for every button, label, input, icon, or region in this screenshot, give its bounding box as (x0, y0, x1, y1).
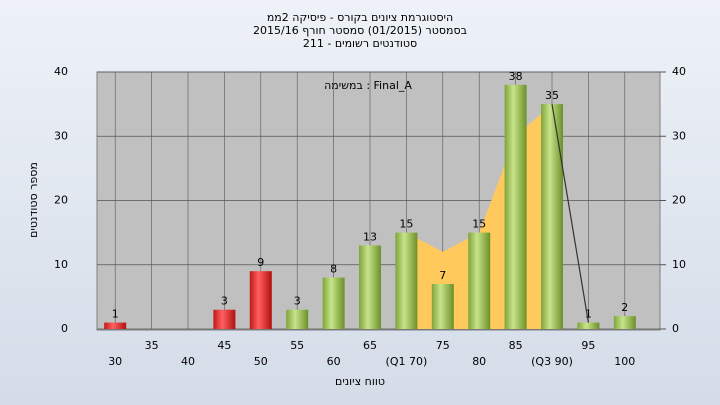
x-tick-label: 40 (181, 355, 195, 368)
data-label: 9 (257, 256, 264, 269)
y2-tick-label: 20 (672, 194, 686, 207)
x-tick-label: 65 (363, 339, 377, 352)
data-label: 38 (509, 70, 523, 83)
y2-tick-label: 0 (672, 322, 679, 335)
x-tick-label: 50 (254, 355, 268, 368)
y-tick-label: 40 (54, 65, 68, 78)
bar (468, 232, 491, 329)
data-label: 8 (330, 263, 337, 276)
y2-tick-label: 10 (672, 258, 686, 271)
chart-subtitle: בסמסטר (01/2015) סמסטר חורף 2015/16 (253, 24, 467, 37)
x-tick-label: 45 (217, 339, 231, 352)
chart-title: היסטוגרמת ציונים בקורס - פיסיקה 2ממ (267, 11, 453, 24)
y-tick-label: 10 (54, 258, 68, 271)
data-label: 35 (545, 89, 559, 102)
x-tick-label: 60 (327, 355, 341, 368)
bar (504, 84, 527, 329)
bar (104, 322, 127, 329)
bar (613, 316, 636, 329)
x-tick-label: (Q3 90) (531, 355, 573, 368)
bar (541, 104, 563, 329)
x-tick-label: 100 (614, 355, 635, 368)
bar (395, 232, 418, 329)
bar (213, 309, 236, 329)
x-tick-label: 35 (145, 339, 159, 352)
annotation: במשימה : Final_A (324, 79, 412, 92)
x-tick-label: 75 (436, 339, 450, 352)
y-tick-label: 30 (54, 129, 68, 142)
bar (286, 309, 309, 329)
bar (359, 245, 381, 329)
data-label: 13 (363, 230, 377, 243)
x-tick-label: 80 (472, 355, 486, 368)
data-label: 7 (439, 269, 446, 282)
data-label: 3 (221, 295, 228, 308)
y-tick-label: 20 (54, 194, 68, 207)
plot-layer: 0 10 20 30 40 0 10 20 30 40 30 1 35 40 45 3 50 9 55 3 60 8 65 1… (54, 65, 686, 368)
x-tick-label: (Q1 70) (386, 355, 428, 368)
bar (577, 322, 600, 329)
line (551, 104, 589, 323)
x-axis-label: טווח ציונים (335, 375, 385, 388)
y2-tick-label: 40 (672, 65, 686, 78)
y-tick-label: 0 (61, 322, 68, 335)
y-axis-label: מספר סטודנטים (27, 162, 40, 238)
y2-tick-label: 30 (672, 129, 686, 142)
bar (322, 277, 345, 329)
data-label: 3 (294, 295, 301, 308)
data-label: 2 (621, 301, 628, 314)
x-tick-label: 30 (108, 355, 122, 368)
chart-subtitle: סטודנטים רשומים - 211 (303, 37, 417, 50)
x-tick-label: 95 (581, 339, 595, 352)
data-label: 1 (585, 308, 592, 321)
data-label: 1 (112, 308, 119, 321)
x-tick-label: 55 (290, 339, 304, 352)
bar (249, 271, 272, 329)
data-label: 15 (399, 218, 413, 231)
bar (431, 284, 454, 329)
data-label: 15 (472, 218, 486, 231)
x-tick-label: 85 (509, 339, 523, 352)
